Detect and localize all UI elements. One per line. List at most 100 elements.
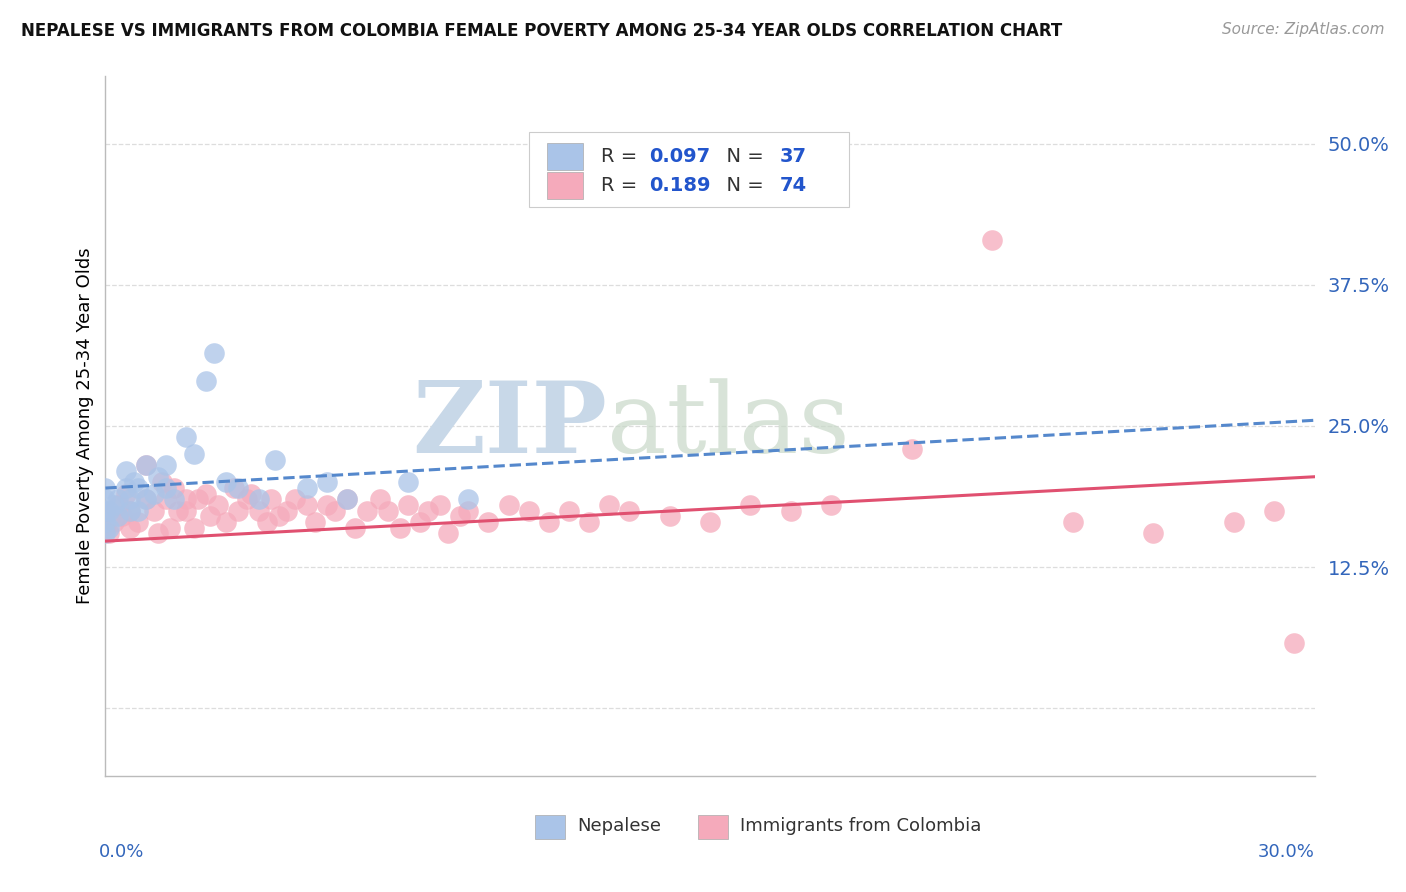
Point xyxy=(122,475,145,490)
Point xyxy=(658,509,681,524)
FancyBboxPatch shape xyxy=(547,172,583,199)
Point xyxy=(558,503,581,517)
Point xyxy=(114,486,136,500)
Text: 0.0%: 0.0% xyxy=(98,843,143,861)
Point xyxy=(98,526,121,541)
Point xyxy=(127,503,149,517)
Text: 0.097: 0.097 xyxy=(650,147,710,166)
Point xyxy=(215,515,238,529)
Point xyxy=(207,498,229,512)
Point xyxy=(779,503,801,517)
Point xyxy=(284,492,307,507)
Point xyxy=(304,515,326,529)
Point xyxy=(900,442,922,456)
Point xyxy=(396,498,419,512)
Point xyxy=(94,503,117,517)
Point xyxy=(416,503,439,517)
Point xyxy=(477,515,499,529)
Point xyxy=(323,503,346,517)
Point xyxy=(135,458,157,473)
Point xyxy=(183,447,205,461)
FancyBboxPatch shape xyxy=(547,143,583,169)
Point xyxy=(368,492,391,507)
Point xyxy=(155,492,177,507)
Point xyxy=(135,492,157,507)
Point xyxy=(142,486,165,500)
FancyBboxPatch shape xyxy=(529,132,849,208)
Text: atlas: atlas xyxy=(607,378,851,474)
Point xyxy=(498,498,520,512)
Point xyxy=(344,520,367,534)
Point xyxy=(457,503,479,517)
Point xyxy=(981,233,1004,247)
Point xyxy=(1223,515,1246,529)
Point xyxy=(377,503,399,517)
Point xyxy=(103,515,125,529)
Point xyxy=(1284,636,1306,650)
Point xyxy=(118,520,141,534)
Point xyxy=(118,503,141,517)
Point xyxy=(449,509,471,524)
Text: 37: 37 xyxy=(780,147,807,166)
Point xyxy=(103,498,125,512)
Point xyxy=(295,481,318,495)
Point xyxy=(94,481,117,495)
Point xyxy=(107,492,129,507)
Point xyxy=(107,498,129,512)
Point xyxy=(114,464,136,478)
Point xyxy=(118,503,141,517)
Point xyxy=(437,526,460,541)
FancyBboxPatch shape xyxy=(534,814,565,839)
Point xyxy=(316,475,339,490)
Point xyxy=(98,503,121,517)
Point xyxy=(1263,503,1285,517)
Point xyxy=(537,515,560,529)
Point xyxy=(163,492,186,507)
Point xyxy=(146,469,169,483)
Point xyxy=(155,458,177,473)
Point xyxy=(598,498,620,512)
Point xyxy=(94,503,117,517)
Point xyxy=(267,509,290,524)
Y-axis label: Female Poverty Among 25-34 Year Olds: Female Poverty Among 25-34 Year Olds xyxy=(76,248,94,604)
Point xyxy=(295,498,318,512)
Point xyxy=(174,492,197,507)
Text: ZIP: ZIP xyxy=(412,377,607,475)
Text: Source: ZipAtlas.com: Source: ZipAtlas.com xyxy=(1222,22,1385,37)
Point xyxy=(167,503,190,517)
Point xyxy=(619,503,641,517)
Point xyxy=(356,503,378,517)
Point xyxy=(517,503,540,517)
Point xyxy=(135,492,157,507)
Point xyxy=(163,481,186,495)
Point xyxy=(195,374,218,388)
Point xyxy=(409,515,432,529)
Point xyxy=(699,515,721,529)
Point xyxy=(202,345,225,359)
Point xyxy=(215,475,238,490)
Point xyxy=(127,481,149,495)
Point xyxy=(820,498,842,512)
Point xyxy=(110,509,132,524)
Point xyxy=(114,481,136,495)
Text: N =: N = xyxy=(714,177,769,195)
Point xyxy=(396,475,419,490)
Point xyxy=(1062,515,1084,529)
Point xyxy=(239,486,262,500)
Point xyxy=(155,481,177,495)
Text: R =: R = xyxy=(602,147,644,166)
Point xyxy=(200,509,222,524)
Point xyxy=(94,492,117,507)
Point xyxy=(142,503,165,517)
Point xyxy=(388,520,411,534)
Point xyxy=(135,458,157,473)
Point xyxy=(94,520,117,534)
Point xyxy=(174,430,197,444)
Point xyxy=(429,498,451,512)
Text: 74: 74 xyxy=(780,177,807,195)
Point xyxy=(336,492,359,507)
Point xyxy=(260,492,283,507)
Point xyxy=(146,526,169,541)
Point xyxy=(187,492,209,507)
Text: 30.0%: 30.0% xyxy=(1258,843,1315,861)
